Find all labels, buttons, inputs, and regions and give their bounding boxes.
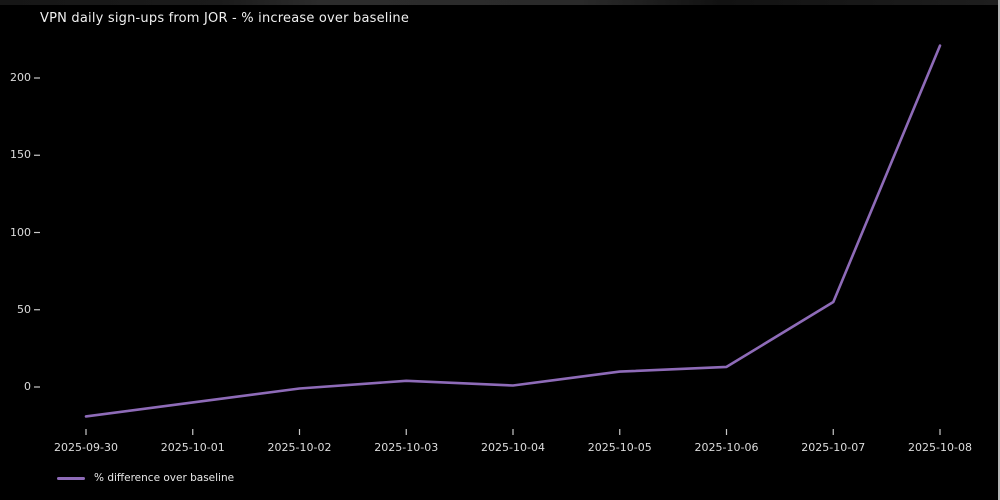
y-tick-label: 200 (10, 71, 31, 84)
x-tick-label: 2025-10-06 (694, 441, 759, 454)
y-tick-label: 50 (17, 302, 31, 316)
x-tick-label: 2025-10-02 (267, 441, 332, 454)
window-top-edge (0, 0, 1000, 5)
x-tick-label: 2025-10-01 (160, 441, 225, 454)
legend-line-swatch (57, 476, 85, 480)
chart-title: VPN daily sign-ups from JOR - % increase… (40, 11, 410, 26)
x-tick-label: 2025-10-08 (908, 441, 972, 454)
y-tick-label: 150 (10, 148, 31, 162)
y-tick-label: 0 (24, 380, 31, 393)
y-tick-label: 100 (10, 225, 31, 239)
legend-label: % difference over baseline (94, 472, 235, 484)
x-tick-label: 2025-10-07 (801, 441, 866, 454)
x-tick-label: 2025-10-05 (587, 441, 652, 454)
data-series-line (84, 44, 942, 418)
window-right-edge (998, 0, 1000, 500)
x-tick-label: 2025-10-03 (374, 441, 439, 454)
x-tick-label: 2025-10-04 (481, 441, 545, 454)
legend: % difference over baseline (57, 472, 234, 484)
x-tick-label: 2025-09-30 (54, 441, 118, 454)
